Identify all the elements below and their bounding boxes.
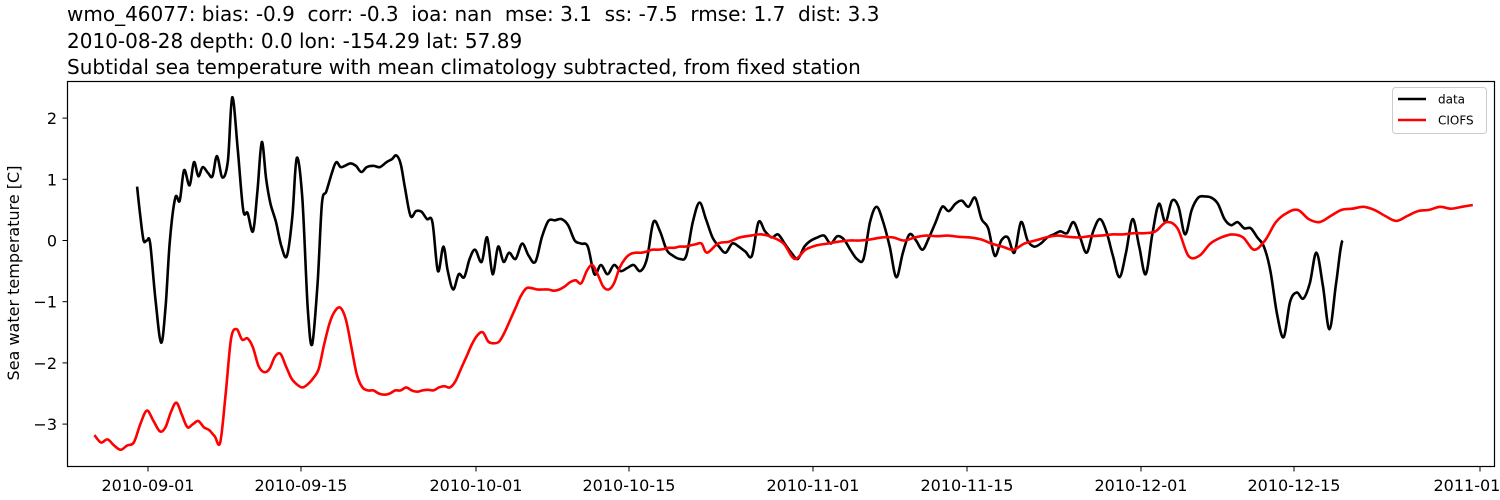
series-line-data (135, 95, 1344, 347)
y-tick-label: 1 (47, 170, 57, 189)
x-tick-label: 2010-09-01 (102, 476, 195, 495)
series-line-ciofs (93, 203, 1474, 452)
chart-title-location: 2010-08-28 depth: 0.0 lon: -154.29 lat: … (67, 29, 523, 53)
y-axis-label: Sea water temperature [C] (4, 166, 23, 381)
x-tick-label: 2010-10-01 (430, 476, 523, 495)
y-tick-label: −1 (33, 293, 57, 312)
y-tick-label: 0 (47, 232, 57, 251)
y-tick-label: −2 (33, 354, 57, 373)
x-tick-label: 2010-09-15 (255, 476, 348, 495)
x-tick-label: 2010-10-15 (583, 476, 676, 495)
y-tick-label: −3 (33, 415, 57, 434)
x-tick-label: 2010-11-15 (921, 476, 1014, 495)
legend-label-data: data (1438, 93, 1465, 107)
x-tick-label: 2010-12-15 (1248, 476, 1341, 495)
x-axis: 2010-09-01 2010-09-15 2010-10-01 2010-10-15… (102, 466, 1500, 495)
y-axis: 2 1 0 −1 −2 −3 (33, 109, 68, 434)
x-tick-label: 2011-01-01 (1434, 476, 1500, 495)
legend-label-ciofs: CIOFS (1438, 114, 1474, 128)
chart-title-stats: wmo_46077: bias: -0.9 corr: -0.3 ioa: na… (67, 2, 880, 26)
axes-frame (66, 80, 1496, 468)
legend: data CIOFS (1392, 87, 1487, 134)
x-tick-label: 2010-11-01 (767, 476, 860, 495)
chart-title-description: Subtidal sea temperature with mean clima… (67, 55, 861, 79)
x-tick-label: 2010-12-01 (1095, 476, 1188, 495)
y-tick-label: 2 (47, 109, 57, 128)
plot-area (93, 95, 1474, 452)
